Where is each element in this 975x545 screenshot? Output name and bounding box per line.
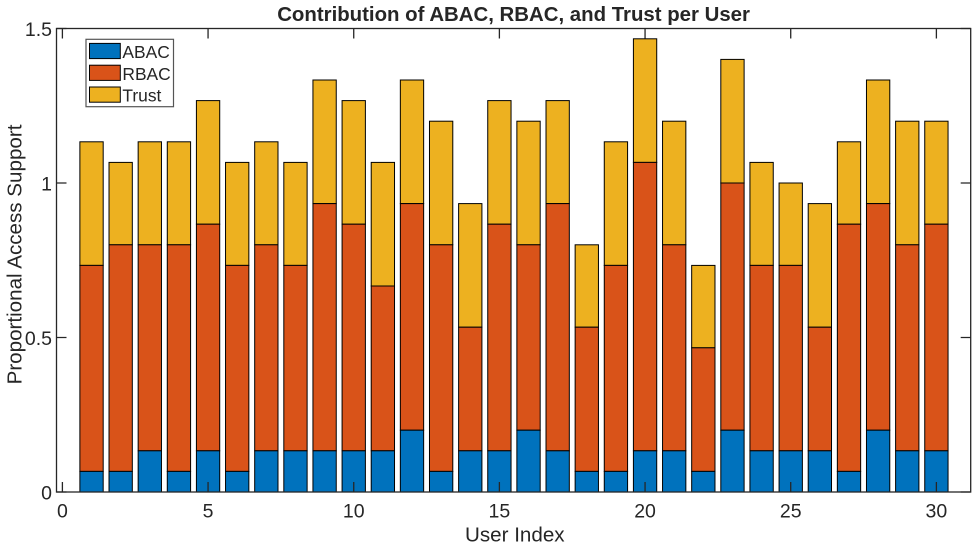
svg-text:0.5: 0.5 — [25, 328, 52, 350]
svg-text:10: 10 — [343, 501, 365, 523]
svg-text:0: 0 — [57, 501, 68, 523]
svg-text:RBAC: RBAC — [122, 64, 170, 84]
svg-text:Proportional Access Support: Proportional Access Support — [4, 124, 27, 384]
svg-text:5: 5 — [203, 501, 214, 523]
svg-text:Trust: Trust — [122, 86, 161, 106]
svg-text:1: 1 — [41, 174, 52, 196]
svg-text:Contribution of ABAC, RBAC, an: Contribution of ABAC, RBAC, and Trust pe… — [277, 4, 750, 26]
svg-text:15: 15 — [489, 501, 511, 523]
svg-text:1.5: 1.5 — [25, 19, 52, 41]
svg-text:25: 25 — [780, 501, 802, 523]
svg-text:20: 20 — [634, 501, 656, 523]
svg-text:30: 30 — [926, 501, 948, 523]
svg-text:ABAC: ABAC — [122, 42, 169, 62]
svg-text:User Index: User Index — [465, 524, 565, 545]
svg-text:0: 0 — [41, 483, 52, 505]
